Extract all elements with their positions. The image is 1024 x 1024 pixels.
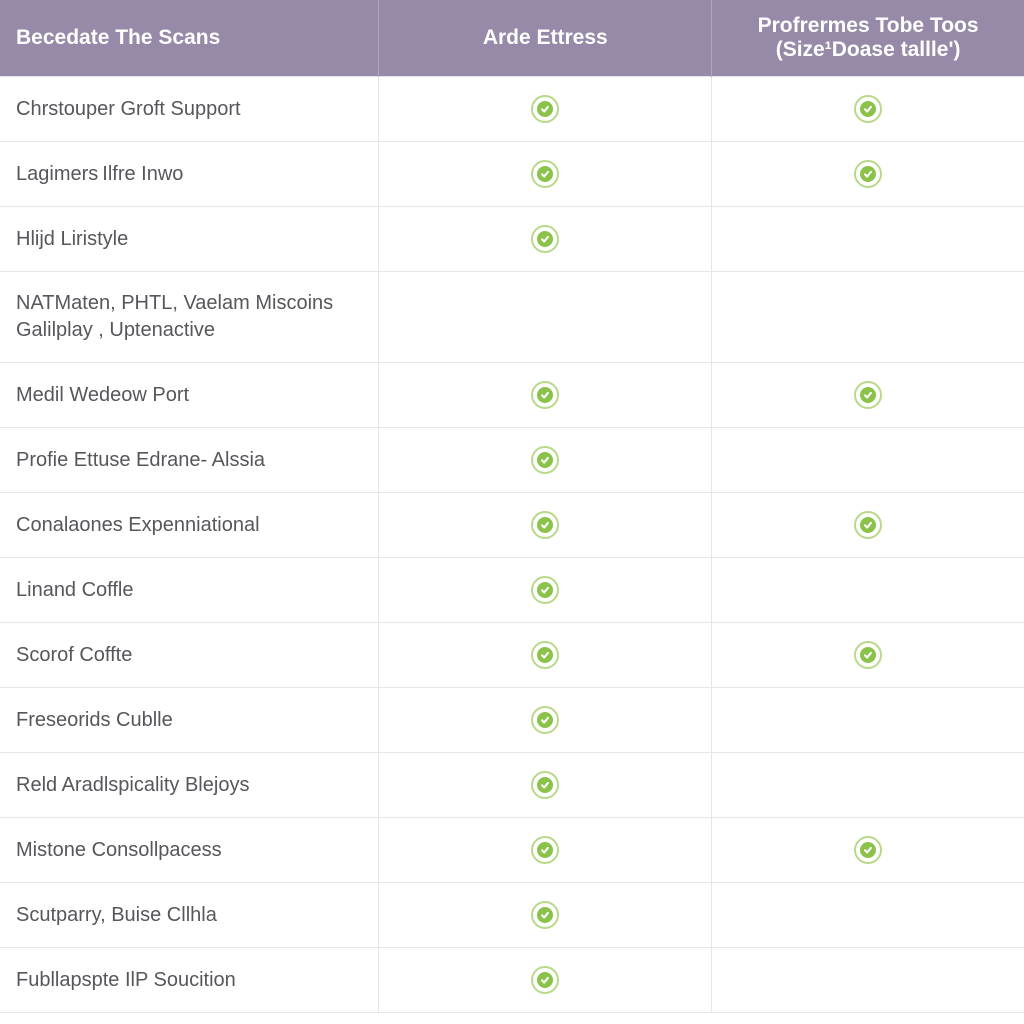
plan1-cell xyxy=(379,207,712,272)
feature-cell: Medil Wedeow Port xyxy=(0,363,379,428)
check-icon xyxy=(531,446,559,474)
feature-cell: Scorof Coffte xyxy=(0,623,379,688)
plan2-cell xyxy=(712,883,1024,948)
check-icon xyxy=(531,225,559,253)
feature-cell: Profie Ettuse Edrane- Alssia xyxy=(0,428,379,493)
table-row: Linand Coffle xyxy=(0,558,1024,623)
table-row: Scorof Coffte xyxy=(0,623,1024,688)
column-header-plan2: Profrermes Tobe Toos (Size¹Doase tallle'… xyxy=(712,0,1024,77)
plan1-cell xyxy=(379,818,712,883)
check-icon xyxy=(531,511,559,539)
table-row: Medil Wedeow Port xyxy=(0,363,1024,428)
plan2-cell xyxy=(712,753,1024,818)
table-row: Freseorids Cublle xyxy=(0,688,1024,753)
check-icon xyxy=(854,160,882,188)
feature-cell: Conalaones Expenniational xyxy=(0,493,379,558)
plan1-cell xyxy=(379,428,712,493)
plan1-cell xyxy=(379,272,712,363)
feature-cell: Chrstouper Groft Support xyxy=(0,77,379,142)
plan2-cell xyxy=(712,623,1024,688)
feature-cell: NATMaten, PHTL, Vaelam Miscoins Galilpla… xyxy=(0,272,379,363)
feature-cell: Linand Coffle xyxy=(0,558,379,623)
check-icon xyxy=(854,836,882,864)
check-icon xyxy=(531,966,559,994)
feature-cell: Lagimers Ilfre Inwo xyxy=(0,142,379,207)
check-icon xyxy=(531,160,559,188)
check-icon xyxy=(854,511,882,539)
plan2-cell xyxy=(712,948,1024,1013)
plan2-cell xyxy=(712,142,1024,207)
feature-cell: Fubllapspte IlP Soucition xyxy=(0,948,379,1013)
column-header-feature: Becedate The Scans xyxy=(0,0,379,77)
check-icon xyxy=(854,641,882,669)
plan2-cell xyxy=(712,558,1024,623)
plan1-cell xyxy=(379,558,712,623)
check-icon xyxy=(854,381,882,409)
plan1-cell xyxy=(379,753,712,818)
table-header-row: Becedate The Scans Arde Ettress Profrerm… xyxy=(0,0,1024,77)
check-icon xyxy=(531,771,559,799)
check-icon xyxy=(531,641,559,669)
table-row: Reld Aradlspicality Blejoys xyxy=(0,753,1024,818)
table-row: Fubllapspte IlP Soucition xyxy=(0,948,1024,1013)
feature-cell: Freseorids Cublle xyxy=(0,688,379,753)
plan2-cell xyxy=(712,493,1024,558)
table-row: NATMaten, PHTL, Vaelam Miscoins Galilpla… xyxy=(0,272,1024,363)
check-icon xyxy=(531,836,559,864)
table-row: Conalaones Expenniational xyxy=(0,493,1024,558)
plan2-cell xyxy=(712,428,1024,493)
table-row: Hlijd Liristyle xyxy=(0,207,1024,272)
plan1-cell xyxy=(379,363,712,428)
check-icon xyxy=(531,901,559,929)
plan2-cell xyxy=(712,272,1024,363)
plan1-cell xyxy=(379,883,712,948)
table-row: Profie Ettuse Edrane- Alssia xyxy=(0,428,1024,493)
plan1-cell xyxy=(379,948,712,1013)
plan2-cell xyxy=(712,207,1024,272)
plan2-cell xyxy=(712,77,1024,142)
check-icon xyxy=(531,706,559,734)
check-icon xyxy=(531,576,559,604)
plan1-cell xyxy=(379,493,712,558)
feature-cell: Reld Aradlspicality Blejoys xyxy=(0,753,379,818)
table-row: Mistone Consollpacess xyxy=(0,818,1024,883)
feature-cell: Scutparry, Buise Cllhla xyxy=(0,883,379,948)
column-header-plan1: Arde Ettress xyxy=(379,0,712,77)
feature-comparison-table: Becedate The Scans Arde Ettress Profrerm… xyxy=(0,0,1024,1013)
feature-cell: Hlijd Liristyle xyxy=(0,207,379,272)
plan2-cell xyxy=(712,688,1024,753)
check-icon xyxy=(854,95,882,123)
table-row: Lagimers Ilfre Inwo xyxy=(0,142,1024,207)
table-row: Chrstouper Groft Support xyxy=(0,77,1024,142)
check-icon xyxy=(531,95,559,123)
plan1-cell xyxy=(379,623,712,688)
plan1-cell xyxy=(379,77,712,142)
table-row: Scutparry, Buise Cllhla xyxy=(0,883,1024,948)
plan1-cell xyxy=(379,142,712,207)
check-icon xyxy=(531,381,559,409)
feature-cell: Mistone Consollpacess xyxy=(0,818,379,883)
plan1-cell xyxy=(379,688,712,753)
plan2-cell xyxy=(712,818,1024,883)
plan2-cell xyxy=(712,363,1024,428)
